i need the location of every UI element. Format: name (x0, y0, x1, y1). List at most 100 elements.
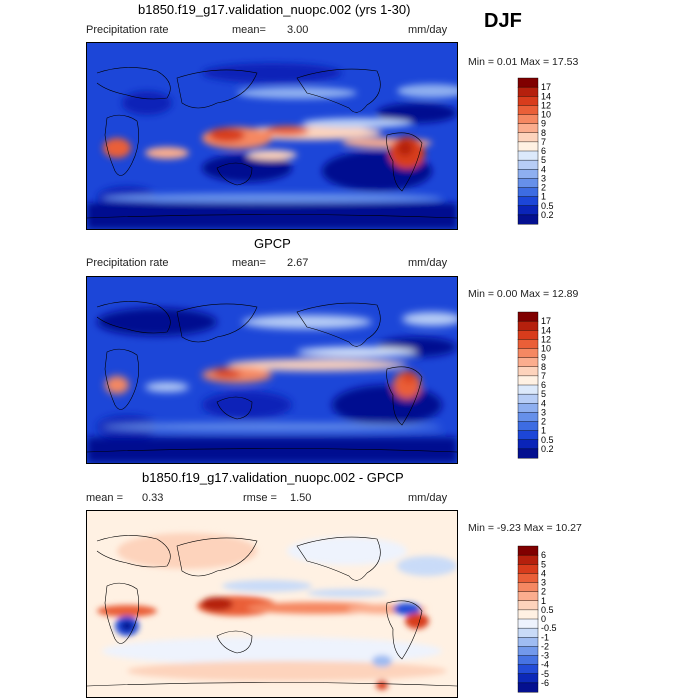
panel3-rmse-value: 1.50 (290, 492, 312, 504)
colorbar-tick-label: -5 (541, 669, 549, 679)
colorbar-tick-label: 1 (541, 596, 546, 606)
colorbar-tick-label: 5 (541, 155, 546, 165)
colorbar-tick-label: 14 (541, 325, 551, 335)
panel3-title: b1850.f19_g17.validation_nuopc.002 - GPC… (142, 470, 404, 485)
colorbar-tick-label: 2 (541, 587, 546, 597)
panel2-colorbar: 17 14 12 10 9 8 7 6 5 4 3 2 1 0.5 0.2 (517, 311, 578, 459)
colorbar-swatch (517, 439, 539, 450)
colorbar-tick-label: -2 (541, 641, 549, 651)
colorbar-swatch (517, 178, 539, 189)
colorbar-swatch (517, 187, 539, 198)
colorbar-swatch (517, 393, 539, 404)
colorbar-tick-label: 3 (541, 407, 546, 417)
colorbar-swatch (517, 600, 539, 611)
colorbar-swatch (517, 573, 539, 584)
colorbar-swatch (517, 430, 539, 441)
colorbar-tick-label: 8 (541, 128, 546, 138)
colorbar-tick-label: 7 (541, 371, 546, 381)
colorbar-swatch (517, 77, 539, 88)
colorbar-tick-label: 4 (541, 398, 546, 408)
panel2-mean-label: mean= (232, 257, 266, 269)
colorbar-tick-label: 1 (541, 192, 546, 202)
colorbar-tick-label: 4 (541, 568, 546, 578)
colorbar-swatch (517, 448, 539, 459)
colorbar-swatch (517, 609, 539, 620)
colorbar-swatch (517, 196, 539, 207)
colorbar-swatch (517, 421, 539, 432)
colorbar-tick-label: 10 (541, 344, 551, 354)
colorbar-swatch (517, 114, 539, 125)
colorbar-swatch (517, 582, 539, 593)
panel3-min-max: Min = -9.23 Max = 10.27 (468, 522, 582, 534)
colorbar-swatch (517, 554, 539, 565)
colorbar-tick-label: 12 (541, 334, 551, 344)
panel2-mean-value: 2.67 (287, 257, 309, 269)
colorbar-tick-label: -1 (541, 632, 549, 642)
colorbar-tick-label: -0.5 (541, 623, 557, 633)
colorbar-tick-label: 17 (541, 82, 551, 92)
colorbar-tick-label: 0.5 (541, 201, 554, 211)
panel3-mean-value: 0.33 (142, 492, 164, 504)
colorbar-tick-label: 0.2 (541, 444, 554, 454)
colorbar-swatch (517, 320, 539, 331)
colorbar-swatch (517, 412, 539, 423)
colorbar-tick-label: 6 (541, 550, 546, 560)
colorbar-tick-label: 6 (541, 146, 546, 156)
colorbar-swatch (517, 591, 539, 602)
panel1-units: mm/day (408, 24, 448, 36)
colorbar-swatch (517, 545, 539, 556)
colorbar-tick-label: 8 (541, 362, 546, 372)
panel2-min-max: Min = 0.00 Max = 12.89 (468, 288, 579, 300)
panel2-title: GPCP (254, 236, 291, 251)
colorbar-tick-label: 5 (541, 389, 546, 399)
colorbar-swatch (517, 141, 539, 152)
colorbar-swatch (517, 205, 539, 216)
colorbar-tick-label: 14 (541, 91, 551, 101)
panel2-units: mm/day (408, 257, 448, 269)
colorbar-swatch (517, 132, 539, 143)
colorbar-swatch (517, 655, 539, 666)
colorbar-swatch (517, 169, 539, 179)
colorbar-swatch (517, 618, 539, 629)
colorbar-tick-label: 12 (541, 100, 551, 110)
panel3-mean-label: mean = (86, 492, 123, 504)
colorbar-tick-label: -4 (541, 660, 549, 670)
colorbar-swatch (517, 311, 539, 322)
colorbar-swatch (517, 564, 539, 574)
panel2-gpcp-precip-map (86, 276, 458, 464)
panel1-mean-value: 3.00 (287, 24, 309, 36)
colorbar-swatch (517, 339, 539, 350)
colorbar-swatch (517, 150, 539, 161)
colorbar-tick-label: 3 (541, 578, 546, 588)
colorbar-swatch (517, 682, 539, 693)
colorbar-tick-label: 7 (541, 137, 546, 147)
colorbar-swatch (517, 384, 539, 395)
panel1-colorbar: 17 14 12 10 9 8 7 6 5 4 3 2 1 0.5 0.2 (517, 77, 578, 225)
colorbar-tick-label: 3 (541, 173, 546, 183)
panel1-mean-label: mean= (232, 24, 266, 36)
colorbar-tick-label: 4 (541, 164, 546, 174)
colorbar-swatch (517, 627, 539, 638)
colorbar-tick-label: 5 (541, 559, 546, 569)
colorbar-tick-label: 0.5 (541, 435, 554, 445)
colorbar-swatch (517, 330, 539, 340)
colorbar-tick-label: 2 (541, 417, 546, 427)
season-label: DJF (484, 10, 522, 32)
colorbar-tick-label: 6 (541, 380, 546, 390)
colorbar-swatch (517, 375, 539, 386)
colorbar-swatch (517, 637, 539, 647)
colorbar-tick-label: 0 (541, 614, 546, 624)
colorbar-swatch (517, 105, 539, 116)
colorbar-tick-label: 1 (541, 426, 546, 436)
colorbar-swatch (517, 673, 539, 684)
colorbar-swatch (517, 123, 539, 134)
colorbar-swatch (517, 86, 539, 97)
panel1-model-precip-map (86, 42, 458, 230)
colorbar-swatch (517, 403, 539, 413)
colorbar-tick-label: -6 (541, 678, 549, 688)
panel3-rmse-label: rmse = (243, 492, 277, 504)
colorbar-swatch (517, 357, 539, 368)
colorbar-swatch (517, 348, 539, 359)
colorbar-swatch (517, 159, 539, 170)
colorbar-swatch (517, 366, 539, 377)
